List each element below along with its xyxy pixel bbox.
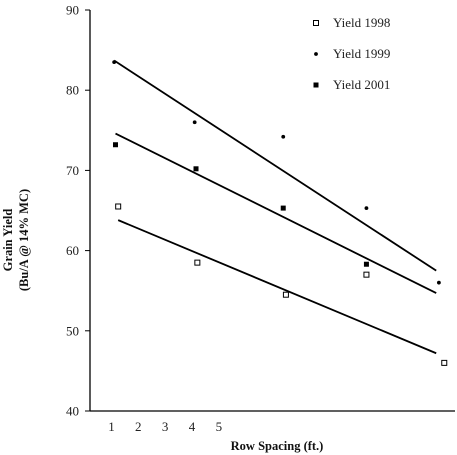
data-point	[436, 280, 441, 285]
data-point	[115, 203, 122, 210]
y-tick-label: 70	[66, 163, 79, 178]
y-axis-title-line2: (Bu/A @ 14% MC)	[17, 189, 31, 291]
y-tick-label: 80	[66, 83, 79, 98]
legend-marker	[314, 52, 318, 56]
legend-marker	[313, 20, 319, 26]
trendline	[113, 59, 437, 272]
data-point	[280, 205, 286, 211]
data-point	[112, 142, 118, 148]
y-tick-label: 60	[66, 243, 79, 258]
legend-label: Yield 1998	[333, 15, 390, 30]
legend-label: Yield 1999	[333, 46, 390, 61]
x-tick-label: 4	[189, 419, 196, 434]
data-point	[194, 259, 201, 266]
data-point	[192, 120, 197, 125]
legend: Yield 1998 Yield 1999 Yield 2001	[313, 15, 390, 92]
legend-label: Yield 2001	[333, 77, 390, 92]
data-point	[441, 359, 448, 366]
y-tick-label: 50	[66, 323, 79, 338]
data-point	[282, 291, 289, 298]
trendlines	[113, 59, 437, 355]
y-axis-title-line1: Grain Yield	[1, 209, 15, 272]
x-tick-label: 2	[135, 419, 142, 434]
data-points	[112, 60, 448, 366]
x-axis-ticks: 1 2 3 4 5	[108, 419, 222, 434]
data-point	[363, 261, 369, 267]
data-point	[193, 166, 199, 172]
y-tick-label: 90	[66, 3, 79, 18]
axes	[89, 10, 455, 412]
data-point	[363, 271, 370, 278]
trendline	[117, 219, 437, 355]
data-point	[364, 206, 369, 210]
x-axis-title: Row Spacing (ft.)	[231, 439, 324, 453]
legend-marker	[313, 82, 319, 88]
trendline	[115, 132, 437, 294]
x-tick-label: 5	[216, 419, 223, 434]
x-tick-label: 3	[162, 419, 169, 434]
y-axis-ticks: 40 50 60 70 80 90	[66, 3, 90, 419]
y-tick-label: 40	[66, 404, 79, 419]
x-tick-label: 1	[108, 419, 115, 434]
data-point	[281, 134, 286, 139]
data-point	[112, 60, 117, 65]
